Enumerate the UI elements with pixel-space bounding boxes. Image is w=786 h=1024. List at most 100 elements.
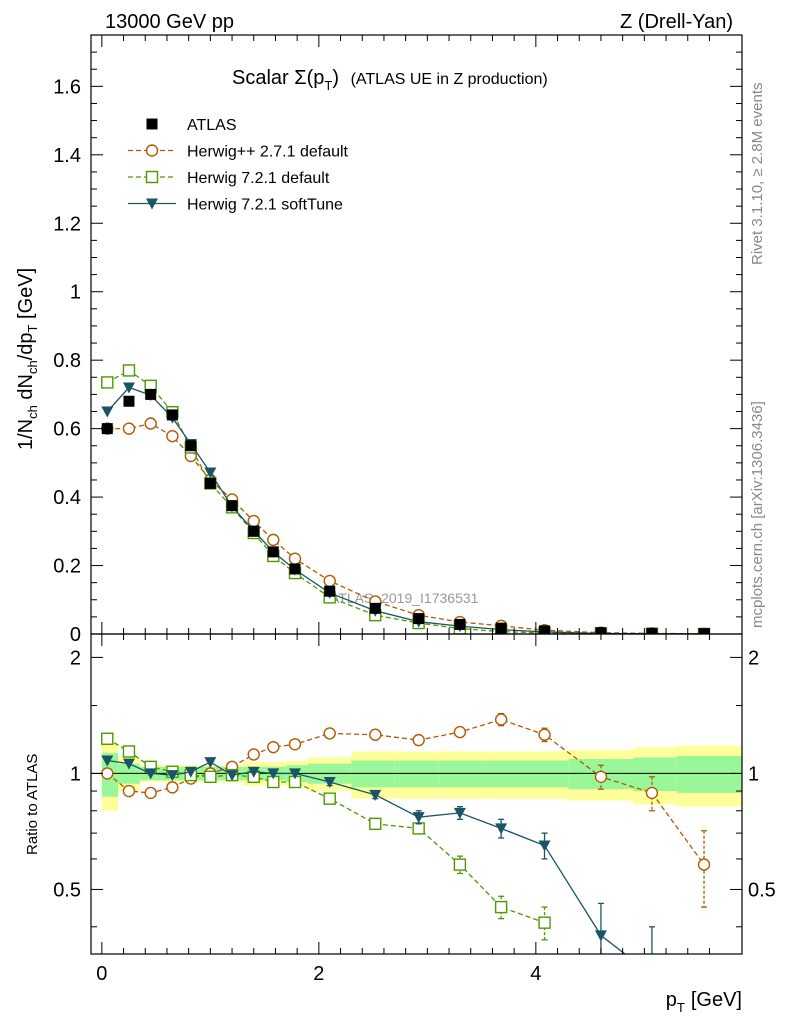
band-inner-14 [481,760,525,788]
ratio-ytick-label-left-1: 1 [70,763,81,785]
ratio-point-herwigpp-15 [538,728,551,741]
ratio-ytick-label-right-1: 1 [748,763,759,785]
ratio-point-herwig721-11 [369,817,382,831]
ratio-point-softtune-1 [122,758,135,770]
main-point-atlas-5 [204,477,216,489]
main-point-atlas-18 [698,628,710,634]
ratio-point-herwigpp-11 [369,728,382,741]
ratio-series-layer [101,712,711,981]
main-ylabel: 1/Nch dNch/dpT [GeV] [15,268,40,450]
ratio-point-softtune-5 [204,757,217,769]
main-ytick-label-2: 0.4 [53,487,81,509]
ratio-point-herwigpp-18 [697,858,711,871]
ratio-point-herwig721-5 [204,770,217,784]
main-point-herwigpp-9 [288,552,302,565]
band-inner-18 [676,755,742,793]
ratio-point-softtune-4 [184,766,197,778]
ratio-point-herwig721-1 [122,745,136,758]
main-point-herwigpp-7 [247,514,260,528]
ratio-point-herwigpp-8 [267,740,280,754]
x-axis-label-main: p [666,989,677,1011]
ratio-point-softtune-17 [646,970,658,981]
ratio-point-herwig721-0 [101,732,114,745]
ratio-point-herwigpp-12 [412,733,425,747]
ratio-point-softtune-11 [369,789,382,801]
legend: ATLAS Herwig++ 2.7.1 default Herwig 7.2.1 … [128,117,349,214]
main-point-atlas-17 [646,627,658,634]
main-ytick-label-8: 1.6 [53,76,81,98]
main-point-atlas-8 [267,546,279,558]
main-series-layer [101,364,711,634]
main-title-subscript: T [324,78,332,93]
main-point-softtune-1 [122,382,135,394]
ratio-point-herwigpp-16 [594,770,608,784]
band-inner-17 [633,757,677,792]
ratio-ytick-label-right-2: 2 [748,647,759,669]
ratio-point-softtune-9 [288,768,301,780]
main-point-herwigpp-10 [323,574,336,588]
main-point-atlas-10 [324,585,336,597]
ratio-ytick-label-left-2: 2 [70,647,81,669]
main-point-atlas-0 [101,423,113,435]
band-inner-12 [394,760,439,788]
ratio-line-softtune [107,759,627,954]
ratio-point-softtune-6 [226,770,239,782]
main-point-softtune-0 [101,406,114,418]
legend-marker-herwig721 [145,170,159,184]
main-point-softtune-5 [204,467,217,479]
main-ytick-label-3: 0.6 [53,419,81,441]
ratio-point-herwigpp-17 [645,786,659,800]
main-point-herwigpp-2 [144,417,157,430]
side-label-top: Rivet 3.1.10, ≥ 2.8M events [749,83,766,266]
ratio-point-softtune-14 [495,823,508,835]
x-axis-label-unit: [GeV] [691,989,742,1011]
main-ytick-label-7: 1.4 [53,145,81,167]
ratio-point-softtune-3 [166,770,179,782]
ratio-point-herwigpp-3 [166,781,179,794]
main-point-herwigpp-1 [122,422,136,435]
ratio-point-herwig721-13 [453,858,467,871]
main-point-herwigpp-3 [166,429,179,443]
ratio-point-herwig721-12 [412,822,425,835]
main-point-atlas-3 [166,409,178,421]
main-point-atlas-4 [185,440,197,452]
ratio-point-softtune-12 [412,812,425,824]
ratio-axes: 0.5 0.5 1 1 2 2 0 2 4 [53,634,776,985]
main-point-atlas-7 [248,525,260,537]
main-point-herwigpp-8 [267,533,280,547]
ratio-point-softtune-16 [594,930,607,942]
band-inner-11 [351,760,395,788]
main-title: Scalar Σ(pT) (ATLAS UE in Z production) [232,67,548,93]
main-point-atlas-13 [454,618,466,630]
ratio-point-herwigpp-2 [144,786,157,800]
legend-marker-herwigpp [145,144,159,157]
main-ytick-label-0: 0 [70,624,81,646]
legend-label-softtune: Herwig 7.2.1 softTune [187,197,343,214]
main-point-atlas-11 [369,602,381,614]
main-point-atlas-2 [145,388,157,400]
ratio-point-softtune-8 [267,768,280,780]
band-inner-13 [438,760,482,788]
ratio-point-softtune-10 [323,777,336,789]
main-title-note: (ATLAS UE in Z production) [351,71,548,88]
ratio-ytick-label-right-0: 0.5 [748,879,776,901]
ratio-point-herwig721-14 [494,900,508,914]
header-left: 13000 GeV pp [105,11,234,33]
ratio-point-herwig721-15 [538,916,551,929]
header-right: Z (Drell-Yan) [620,11,733,33]
legend-marker-atlas [146,118,158,130]
x-axis-label-subscript: T [677,1000,685,1015]
main-point-atlas-9 [289,563,301,575]
legend-label-herwig721: Herwig 7.2.1 default [187,170,330,187]
ratio-point-herwigpp-7 [247,748,260,761]
x-tick-label-1: 2 [313,963,324,985]
main-title-close: ) [332,67,339,89]
band-inner-15 [525,760,569,788]
ratio-ytick-label-left-0: 0.5 [53,879,81,901]
ratio-point-softtune-2 [144,768,157,780]
ratio-point-softtune-7 [247,766,260,778]
legend-label-herwigpp: Herwig++ 2.7.1 default [187,144,349,161]
main-point-atlas-6 [226,500,238,512]
ratio-point-herwigpp-0 [101,767,114,780]
